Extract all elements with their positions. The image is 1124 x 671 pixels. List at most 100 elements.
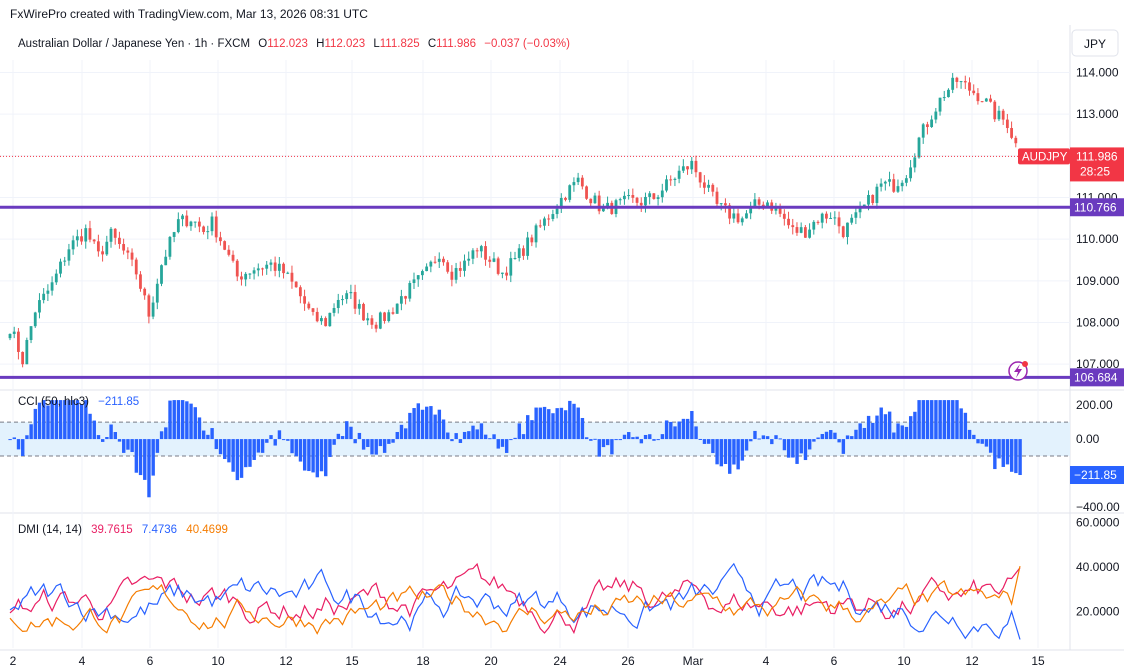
cci-bar: [210, 428, 214, 440]
candle-body: [408, 283, 412, 299]
axes: 2 4 6 10 12 15 18 20 24 26 Mar 4 6 10 12 15114.000113.0…: [10, 66, 1124, 668]
cci-bar: [374, 439, 378, 455]
candle-body: [559, 197, 563, 209]
candle-body: [151, 302, 155, 317]
candle-body: [707, 184, 710, 188]
cci-bar: [551, 413, 555, 440]
cci-bar: [740, 439, 745, 461]
candle-body: [80, 236, 83, 242]
cci-bar: [336, 433, 341, 440]
candle-body: [29, 326, 33, 340]
cci-bar: [185, 401, 189, 440]
symbol-title: Australian Dollar / Japanese Yen · 1h · …: [18, 38, 250, 50]
cci-bar: [841, 439, 846, 454]
candle-body: [324, 318, 328, 327]
cci-bar: [702, 439, 707, 444]
cci-bar: [260, 439, 265, 453]
cci-bar: [719, 439, 724, 467]
cci-bar: [900, 425, 904, 440]
currency-button[interactable]: JPY: [1071, 29, 1119, 57]
candle-body: [841, 226, 845, 238]
candle-body: [1005, 119, 1009, 129]
candle-body: [530, 237, 534, 243]
candle-body: [21, 351, 25, 365]
adx-line: [9, 565, 1021, 635]
cci-bar: [610, 439, 614, 455]
cci-bar: [382, 439, 387, 453]
candle-body: [892, 179, 896, 192]
cci-bar: [765, 436, 770, 440]
x-tick-label: 6: [831, 654, 838, 668]
svg-text:Australian Dollar / Japanese Y: Australian Dollar / Japanese Yen · 1h · …: [18, 38, 570, 50]
candle-body: [265, 264, 269, 269]
cci-bar: [534, 407, 538, 440]
cci-bar: [37, 402, 42, 440]
price-pane[interactable]: [0, 73, 1070, 379]
candle-body: [488, 259, 492, 262]
lightning-alert-icon[interactable]: [1008, 361, 1028, 381]
candle-body: [118, 237, 121, 245]
cci-bar: [706, 439, 711, 444]
candle-body: [84, 228, 88, 242]
candle-body: [719, 203, 723, 205]
candle-body: [505, 272, 508, 276]
dmi-pane[interactable]: [9, 562, 1021, 640]
candle-body: [867, 194, 870, 205]
x-tick-label: 18: [416, 654, 430, 668]
candle-body: [951, 77, 955, 90]
cci-bar: [239, 439, 244, 478]
price-tick-label: 107.000: [1076, 357, 1120, 371]
candle-body: [298, 287, 302, 297]
candle-body: [160, 265, 163, 284]
candle-body: [282, 263, 285, 274]
candle-body: [766, 202, 769, 208]
candle-body: [496, 258, 500, 274]
cci-bar: [627, 432, 631, 440]
cci-bar: [993, 439, 997, 470]
x-tick-label: 26: [621, 654, 635, 668]
cci-bar: [824, 431, 829, 440]
candle-body: [269, 262, 273, 265]
cci-bar: [273, 439, 277, 446]
cci-bar: [403, 428, 408, 440]
cci-pane[interactable]: [0, 400, 1070, 498]
cci-bar: [934, 400, 938, 440]
candle-body: [46, 290, 50, 294]
candle-body: [904, 178, 908, 183]
candle-body: [513, 258, 517, 260]
candle-body: [467, 258, 471, 261]
candle-body: [433, 261, 437, 263]
cci-bar: [357, 432, 362, 440]
cci-bar: [492, 434, 496, 440]
cci-bar: [862, 427, 867, 440]
cci-bar: [547, 409, 551, 440]
cci-bar: [416, 403, 421, 440]
cci-bar: [235, 439, 240, 481]
cci-bar: [248, 439, 252, 467]
cci-bar: [58, 400, 63, 440]
candle-body: [635, 197, 639, 203]
cci-bar: [433, 414, 437, 440]
candle-body: [829, 218, 833, 220]
candle-body: [164, 256, 168, 266]
cci-bar: [635, 436, 639, 440]
cci-bar: [67, 400, 71, 440]
cci-bar: [277, 430, 282, 440]
cci-bar: [660, 434, 665, 440]
candle-body: [774, 207, 778, 211]
price-badge-value: 111.986: [1076, 149, 1118, 163]
candle-body: [479, 246, 483, 252]
candle-body: [471, 250, 475, 259]
candle-body: [387, 312, 391, 322]
cci-bar: [370, 439, 374, 455]
candle-body: [320, 318, 323, 322]
cci-bar: [908, 416, 913, 440]
cci-bar: [925, 400, 930, 440]
candle-body: [656, 197, 660, 199]
cci-bar: [126, 439, 130, 450]
cci-bar: [673, 426, 677, 440]
candle-body: [517, 248, 521, 259]
cci-bar: [778, 438, 782, 440]
legend-main: Australian Dollar / Japanese Yen · 1h · …: [18, 38, 570, 50]
